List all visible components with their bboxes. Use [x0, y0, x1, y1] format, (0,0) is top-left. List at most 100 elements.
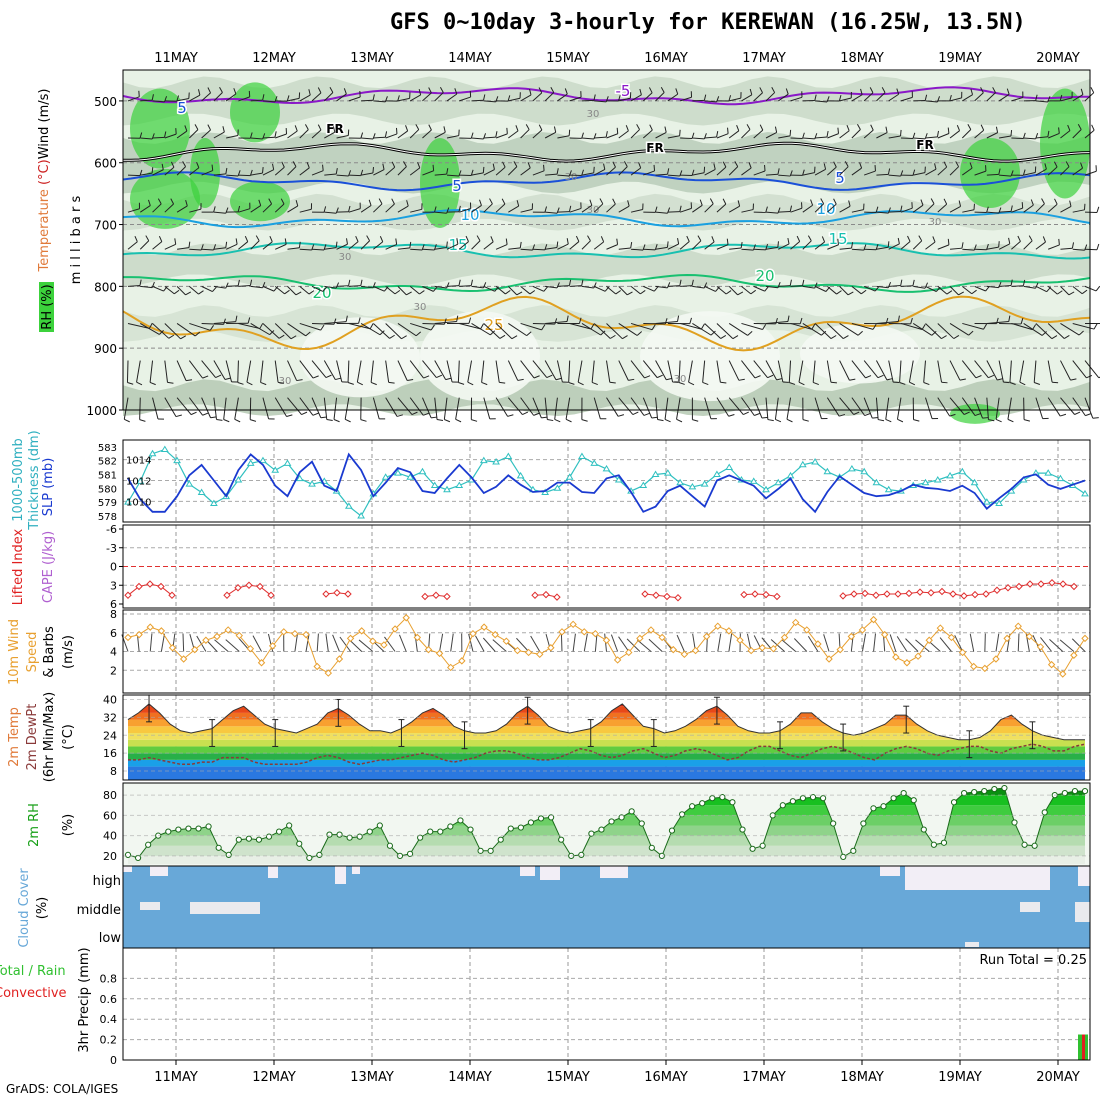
- thickness-line-point: [516, 471, 525, 479]
- wind-barb: [397, 397, 413, 415]
- wind-barb: [1060, 286, 1070, 296]
- wind-barb-flag: [1023, 419, 1031, 422]
- cloud-gap: [965, 942, 979, 947]
- wind-barb-flag: [743, 411, 749, 415]
- wind-barb: [753, 92, 763, 102]
- lifted-index-line-point: [674, 594, 682, 602]
- wind-barb: [471, 99, 484, 102]
- wind-barb: [323, 397, 328, 420]
- wind-barb: [900, 285, 913, 287]
- wind-barb: [126, 360, 129, 383]
- thickness-line-point: [271, 466, 280, 473]
- wind-speed-line-point: [580, 628, 588, 636]
- wind-barb-flag: [810, 199, 814, 206]
- rh-line-point: [124, 851, 132, 858]
- wind-barb: [1023, 240, 1033, 250]
- wind-barb: [275, 243, 287, 250]
- wind-barb-flag: [1059, 94, 1063, 101]
- wind-barb-flag: [1032, 324, 1037, 330]
- wind-barb-flag: [565, 418, 572, 423]
- lifted-index-line-point: [1048, 579, 1056, 587]
- wind-barb: [164, 166, 175, 176]
- wind-barb-flag: [713, 163, 716, 170]
- wind-barb-flag: [814, 94, 817, 101]
- wind-barb-flag: [761, 416, 768, 419]
- wind-barb: [287, 360, 298, 381]
- wind-barb-flag: [538, 124, 543, 131]
- rh-moist-patch: [960, 138, 1020, 208]
- rh-line-point: [1071, 787, 1079, 795]
- wind-barb-flag: [409, 241, 412, 248]
- wind-barb: [545, 173, 558, 176]
- isotherm-label: FR: [326, 122, 343, 136]
- wind-barb-flag: [273, 286, 279, 292]
- wind-barb-flag: [789, 129, 792, 136]
- panel-frame: [122, 439, 1091, 523]
- wind-barb: [925, 323, 942, 339]
- wind-barb-flag: [823, 163, 827, 170]
- wind-barb-flag: [643, 412, 650, 416]
- day-label-top: 19MAY: [938, 51, 982, 66]
- wind-barb-flag: [900, 129, 902, 136]
- wind-barb-flag: [963, 411, 970, 415]
- wind-barb: [385, 133, 398, 139]
- wind-barb: [667, 93, 679, 102]
- wind-ylabel-3: & Barbs: [42, 626, 57, 678]
- wind-barb-flag: [689, 317, 692, 324]
- wind-barb-flag: [1017, 235, 1021, 242]
- wind-barb: [606, 360, 611, 383]
- wind-barb-flag: [959, 378, 966, 381]
- rh-line-point: [709, 795, 716, 802]
- wind-barb-flag: [667, 168, 670, 175]
- wind-barb-flag: [490, 236, 494, 242]
- lifted-index-line-point: [124, 591, 132, 599]
- rh-line-point: [961, 790, 968, 797]
- wind-barb-flag: [912, 279, 915, 286]
- wind-barb: [565, 397, 571, 420]
- wind-barb: [937, 285, 948, 295]
- wind-barb: [912, 323, 933, 336]
- wind-barb-flag: [813, 381, 819, 386]
- wind-barb: [532, 360, 548, 378]
- wind-barb: [532, 322, 555, 325]
- wind-barb: [250, 285, 263, 289]
- wind-barb: [704, 323, 722, 339]
- wind-barb-flag: [556, 168, 559, 175]
- precip-tick-label: 0.4: [100, 1013, 118, 1026]
- wind-barb: [610, 634, 619, 652]
- isotherm-label: 5: [452, 177, 462, 195]
- wind-barb-flag: [370, 381, 377, 386]
- rh-dry-patch: [300, 317, 420, 398]
- wind-barb-flag: [971, 289, 977, 295]
- wind-barb: [238, 208, 251, 213]
- wind-barb-flag: [1008, 237, 1011, 244]
- wind-barb-flag: [519, 241, 522, 248]
- thickness-line-point: [970, 478, 979, 486]
- wind-barb-flag: [728, 95, 732, 102]
- lifted-index-line-point: [773, 592, 781, 601]
- wind-barb: [1035, 397, 1044, 419]
- wind-barb: [434, 92, 444, 102]
- wind-barb: [1072, 285, 1083, 295]
- li-tick-label: -3: [106, 542, 117, 555]
- wind-barb: [164, 323, 181, 340]
- rh-line-point: [981, 787, 988, 795]
- wind-speed-line-point: [647, 626, 655, 634]
- wind-barb-flag: [612, 161, 616, 168]
- wind-barb: [962, 209, 975, 213]
- wind-barb-flag: [360, 279, 363, 286]
- wind-barb: [495, 203, 506, 213]
- wind-barb-flag: [924, 94, 928, 101]
- wind-barb-flag: [897, 418, 904, 423]
- wind-barb-flag: [544, 206, 548, 213]
- wind-barb-flag: [1068, 291, 1075, 296]
- wind-barb: [225, 360, 233, 382]
- wind-barb-flag: [222, 126, 225, 133]
- thickness-tick-label: 578: [98, 512, 117, 523]
- wind-barb: [287, 286, 297, 296]
- cloud-gap: [190, 902, 260, 914]
- wind-barb-flag: [747, 331, 753, 336]
- wind-barb: [495, 323, 513, 340]
- wind-speed-line-point: [747, 646, 755, 655]
- rh-line-point: [830, 820, 837, 827]
